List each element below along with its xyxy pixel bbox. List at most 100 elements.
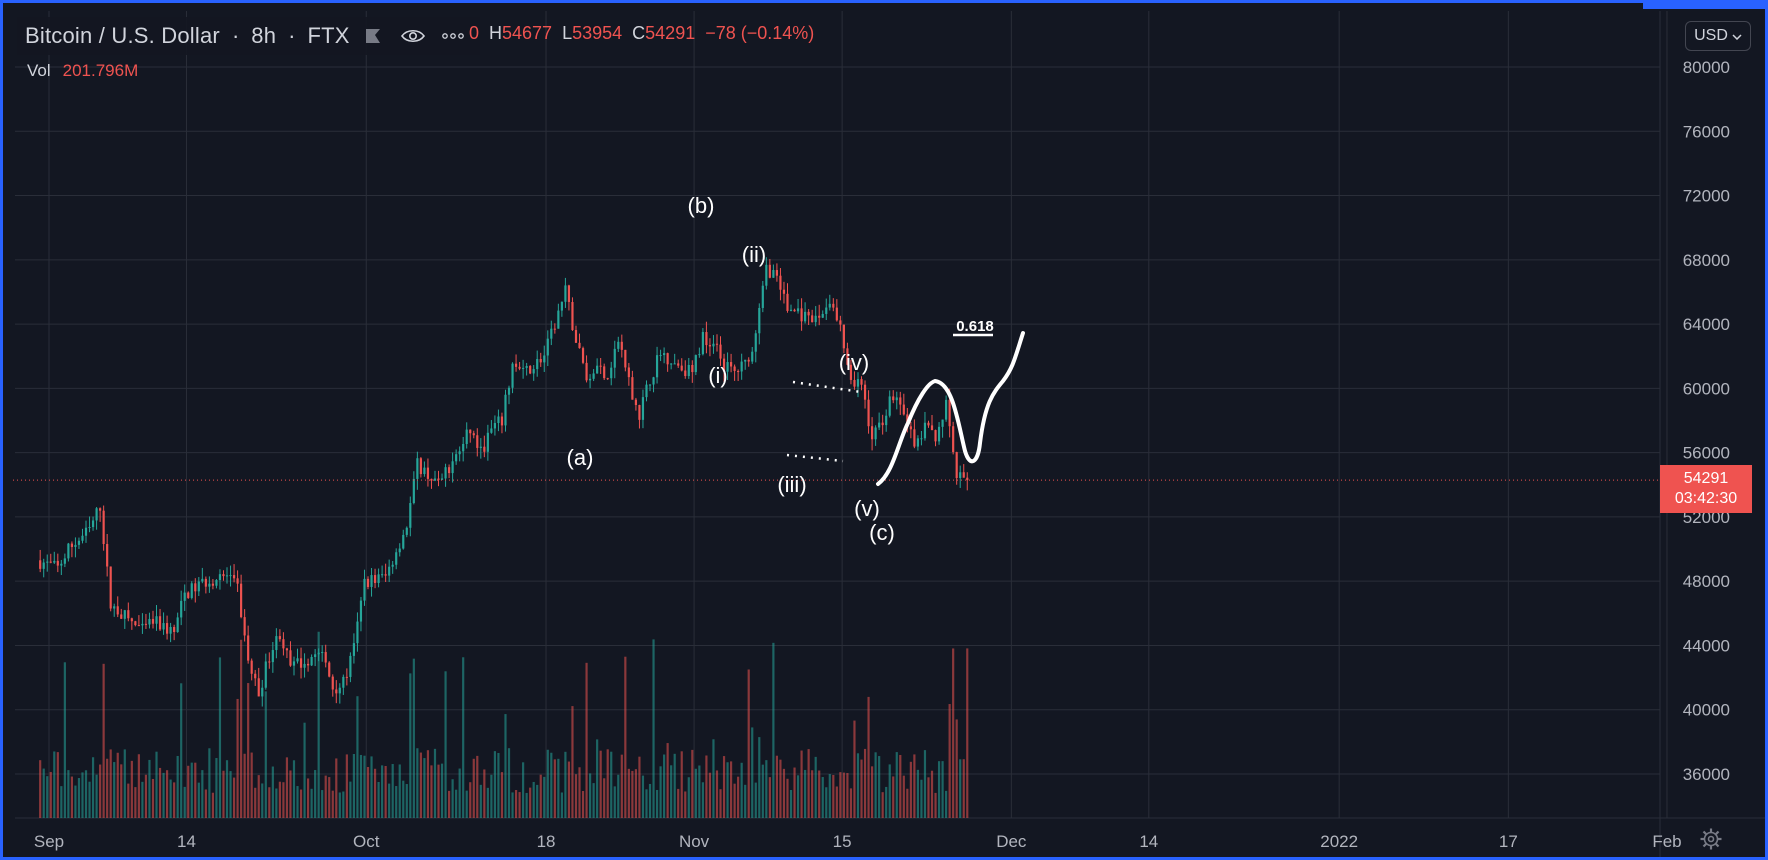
candle-body xyxy=(342,676,345,688)
volume-bar xyxy=(395,786,398,818)
volume-bar xyxy=(514,789,518,818)
volume-bar xyxy=(225,760,229,818)
volume-bar xyxy=(109,749,112,818)
candle-body xyxy=(232,575,236,579)
candle-body xyxy=(99,508,102,511)
volume-bar xyxy=(754,782,757,818)
volume-bar xyxy=(335,758,338,818)
candle-body xyxy=(490,428,493,433)
more-icon[interactable] xyxy=(436,21,470,51)
candle-body xyxy=(151,618,155,624)
gear-icon[interactable] xyxy=(1699,827,1723,851)
price-chart[interactable]: 3600040000440004800052000560006000064000… xyxy=(3,3,1768,860)
candle-body xyxy=(63,558,66,564)
volume-bar xyxy=(359,754,363,818)
volume-bar xyxy=(208,748,211,818)
volume-bar xyxy=(444,671,447,818)
volume-bar xyxy=(631,770,634,818)
candle-body xyxy=(328,662,331,677)
interval-label: 8h xyxy=(251,23,277,48)
triangle-lower-line xyxy=(786,453,844,463)
candle-body xyxy=(250,660,253,674)
volume-bar xyxy=(867,696,870,818)
candle-body xyxy=(941,419,944,427)
candle-body xyxy=(539,358,542,363)
volume-bar xyxy=(553,759,556,818)
candle-body xyxy=(842,324,845,349)
candle-body xyxy=(180,600,183,618)
candle-body xyxy=(856,379,860,387)
volume-bar xyxy=(525,792,528,818)
candle-body xyxy=(102,510,105,545)
volume-bar xyxy=(835,786,838,818)
volume-bar xyxy=(740,762,743,818)
candle-body xyxy=(405,527,408,535)
candle-body xyxy=(127,610,130,619)
candle-body xyxy=(486,432,489,452)
candle-body xyxy=(402,534,405,549)
volume-bar xyxy=(789,789,793,818)
candle-body xyxy=(761,285,764,308)
volume-bar xyxy=(504,714,507,818)
candle-body xyxy=(229,575,232,577)
candle-body xyxy=(42,562,45,569)
time-tick-label: Sep xyxy=(34,832,64,851)
volume-bar xyxy=(331,790,334,818)
candle-body xyxy=(719,344,722,359)
candle-body xyxy=(388,566,391,576)
candle-body xyxy=(849,364,853,380)
candle-body xyxy=(863,384,867,400)
currency-label: USD xyxy=(1694,27,1728,44)
candle-body xyxy=(793,309,796,312)
volume-bar xyxy=(751,727,754,818)
volume-bar xyxy=(663,754,666,818)
candle-body xyxy=(493,423,497,429)
candle-body xyxy=(303,663,306,668)
candle-body xyxy=(412,478,415,504)
candle-body xyxy=(507,387,511,395)
candle-body xyxy=(381,574,384,576)
candle-body xyxy=(306,663,310,666)
exchange-label: FTX xyxy=(307,23,350,48)
eye-icon[interactable] xyxy=(396,21,430,51)
change-value: −78 (−0.14%) xyxy=(705,23,815,43)
volume-bar xyxy=(828,774,831,818)
volume-bar xyxy=(909,761,912,818)
volume-bar xyxy=(440,763,444,818)
currency-button[interactable]: USD xyxy=(1685,21,1751,51)
candle-body xyxy=(455,454,458,462)
triangle-upper-line xyxy=(792,380,862,394)
volume-bar xyxy=(148,759,151,818)
time-tick-label: 15 xyxy=(833,832,852,851)
volume-bar xyxy=(849,788,853,818)
flag-icon[interactable] xyxy=(356,21,390,51)
volume-bar xyxy=(659,766,662,818)
volume-bar xyxy=(673,753,676,818)
volume-bar xyxy=(937,761,941,818)
volume-bar xyxy=(800,750,803,818)
candle-body xyxy=(462,443,465,452)
candle-body xyxy=(359,600,363,622)
volume-value: 201.796M xyxy=(62,61,139,80)
candle-body xyxy=(737,370,740,372)
candle-body xyxy=(895,397,898,401)
volume-bar xyxy=(173,782,176,818)
volume-bar xyxy=(959,759,962,818)
candle-body xyxy=(310,656,313,666)
volume-bar xyxy=(765,760,768,818)
candle-body xyxy=(447,467,451,474)
candle-body xyxy=(945,399,948,420)
candle-body xyxy=(419,458,422,475)
candle-body xyxy=(398,548,401,553)
candle-body xyxy=(860,379,863,385)
volume-bar xyxy=(264,691,267,818)
symbol-legend[interactable]: Bitcoin / U.S. Dollar · 8h · FTX xyxy=(17,17,480,55)
price-tick-label: 44000 xyxy=(1683,636,1730,655)
candle-body xyxy=(715,343,719,345)
candle-body xyxy=(923,422,927,439)
candle-body xyxy=(564,285,567,302)
candle-body xyxy=(684,370,687,377)
volume-bar xyxy=(70,776,74,818)
wave-label-iii: (iii) xyxy=(777,472,806,497)
volume-bar xyxy=(218,657,222,818)
